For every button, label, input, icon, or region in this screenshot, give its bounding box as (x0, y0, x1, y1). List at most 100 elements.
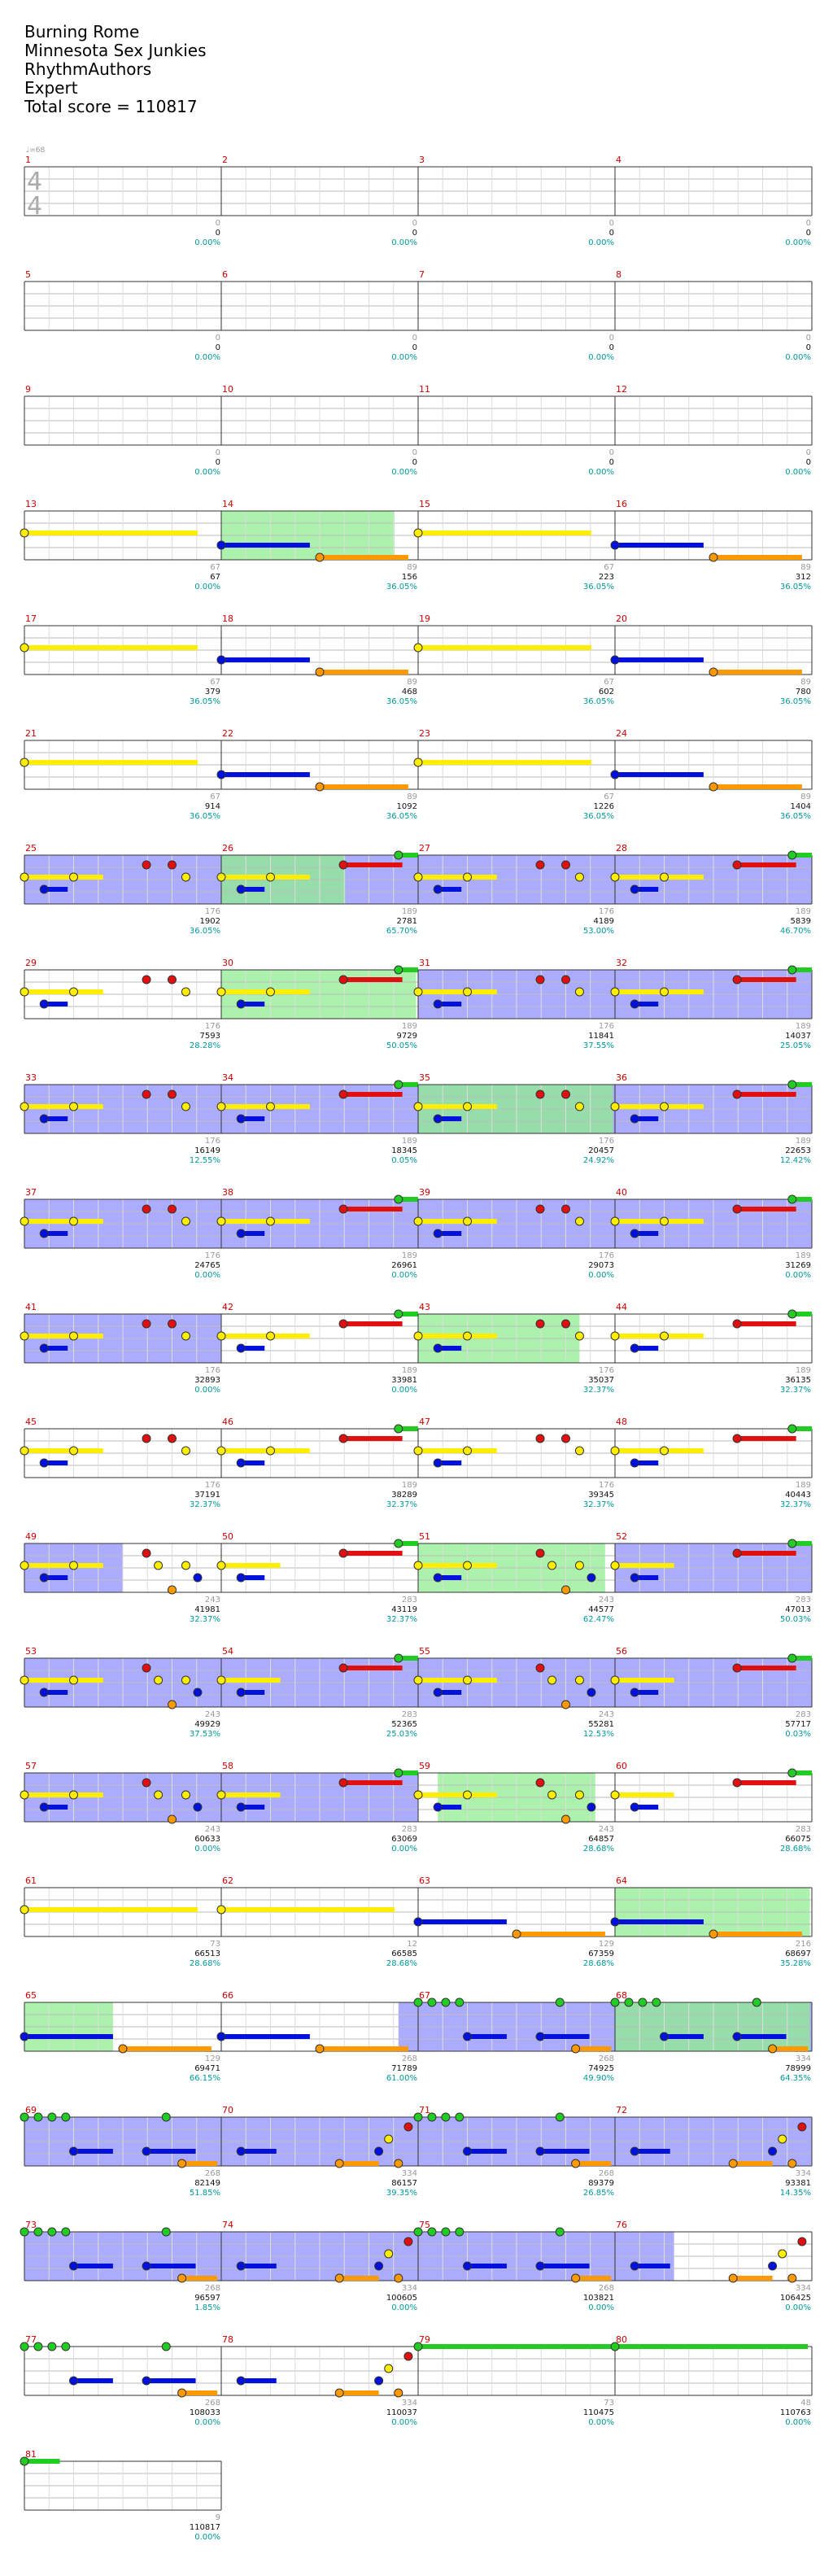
note-gem (168, 1204, 177, 1214)
time-signature-bottom: 4 (27, 192, 42, 220)
note-gem (338, 1548, 348, 1558)
measure-score: 0 (412, 229, 417, 238)
measure-score: 93381 (785, 2179, 811, 2188)
note-gem (535, 1089, 545, 1099)
measure-score: 89379 (588, 2179, 614, 2188)
measure-score: 74925 (588, 2064, 614, 2073)
measure-score: 40443 (785, 1491, 811, 1500)
song-difficulty: Expert (24, 78, 78, 98)
note-gem (266, 1446, 275, 1456)
measure-base-score: 334 (402, 2284, 417, 2293)
measure-number: 58 (222, 1761, 233, 1771)
measure-score: 20457 (588, 1146, 614, 1155)
measure-number: 81 (25, 2449, 37, 2460)
measure-percent: 0.00% (391, 1271, 417, 1280)
note-gem (630, 884, 639, 894)
measure-percent: 50.03% (780, 1615, 811, 1624)
measure-number: 73 (25, 2220, 37, 2230)
note-gem (787, 1653, 797, 1663)
note-gem (413, 1102, 423, 1111)
measure-number: 29 (25, 958, 37, 968)
measure-percent: 0.00% (391, 468, 417, 477)
measure-score: 0 (609, 343, 614, 352)
note-gem (39, 1229, 49, 1238)
measure-percent: 64.35% (780, 2074, 811, 2083)
measure-base-score: 243 (205, 1825, 220, 1834)
measure-percent: 35.28% (780, 1959, 811, 1968)
note-gem (561, 1319, 570, 1329)
note-gem (787, 2273, 797, 2283)
measure-base-score: 268 (599, 2284, 614, 2293)
note-gem (403, 2122, 413, 2132)
measure-score: 35037 (588, 1376, 614, 1385)
measure-percent: 0.00% (785, 238, 811, 247)
note-gem (181, 1561, 190, 1570)
measure-number: 40 (616, 1187, 627, 1198)
measure-number: 53 (25, 1646, 37, 1657)
measure-base-score: 189 (796, 1251, 811, 1260)
measure-base-score: 176 (599, 907, 614, 916)
measure-base-score: 129 (599, 1940, 614, 1949)
measure-percent: 0.00% (194, 1386, 220, 1395)
measure-percent: 0.00% (785, 2303, 811, 2312)
measure-number: 11 (419, 384, 430, 395)
note-gem (315, 782, 325, 792)
note-gem (338, 1778, 348, 1788)
note-gem (168, 1089, 177, 1099)
measure-percent: 32.37% (583, 1386, 614, 1395)
measure-number: 33 (25, 1072, 37, 1083)
measure-score: 31269 (785, 1261, 811, 1270)
measure-base-score: 176 (599, 1366, 614, 1375)
measure-percent: 37.53% (190, 1730, 220, 1739)
measure-number: 6 (222, 269, 228, 280)
measure-number: 67 (419, 1990, 430, 2001)
measure-base-score: 283 (402, 1825, 417, 1834)
note-gem (732, 1663, 742, 1673)
note-gem (177, 2159, 187, 2168)
note-gem (463, 1675, 472, 1685)
note-gem (20, 1216, 29, 1226)
measure-base-score: 243 (599, 1596, 614, 1605)
note-gem (433, 1458, 443, 1468)
note-gem (455, 2112, 464, 2122)
note-gem (610, 1790, 620, 1800)
measure-score: 0 (609, 458, 614, 467)
measure-base-score: 0 (609, 219, 614, 228)
note-gem (154, 1675, 164, 1685)
note-gem (142, 1548, 151, 1558)
note-gem (630, 2146, 639, 2156)
note-gem (177, 2273, 187, 2283)
measure-base-score: 243 (599, 1825, 614, 1834)
measure-base-score: 189 (796, 1366, 811, 1375)
measure-number: 57 (25, 1761, 37, 1771)
measure-score: 33981 (391, 1376, 417, 1385)
note-gem (69, 872, 78, 882)
note-gem (384, 2364, 394, 2373)
measure-score: 11841 (588, 1032, 614, 1041)
note-gem (413, 643, 423, 653)
note-gem (732, 2032, 742, 2041)
measure-base-score: 176 (205, 1366, 220, 1375)
measure-base-score: 0 (609, 448, 614, 457)
measure-score: 43119 (391, 1605, 417, 1614)
measure-score: 67 (210, 573, 220, 582)
note-gem (433, 1114, 443, 1124)
note-gem (587, 1573, 596, 1583)
measure-base-score: 73 (210, 1940, 220, 1949)
note-gem (463, 987, 472, 997)
note-gem (39, 1343, 49, 1353)
measure-number: 71 (419, 2105, 430, 2115)
note-gem (561, 1814, 570, 1824)
measure-number: 23 (419, 728, 430, 739)
measure-percent: 32.37% (583, 1500, 614, 1509)
measure-score: 110763 (780, 2408, 811, 2417)
measure-base-score: 89 (800, 792, 811, 801)
measure-number: 24 (616, 728, 627, 739)
measure-percent: 1.85% (194, 2303, 220, 2312)
note-gem (338, 1663, 348, 1673)
measure-number: 18 (222, 613, 233, 624)
measure-percent: 36.05% (780, 583, 811, 592)
note-gem (463, 1216, 472, 1226)
measure-score: 32893 (194, 1376, 220, 1385)
note-gem (334, 2159, 344, 2168)
